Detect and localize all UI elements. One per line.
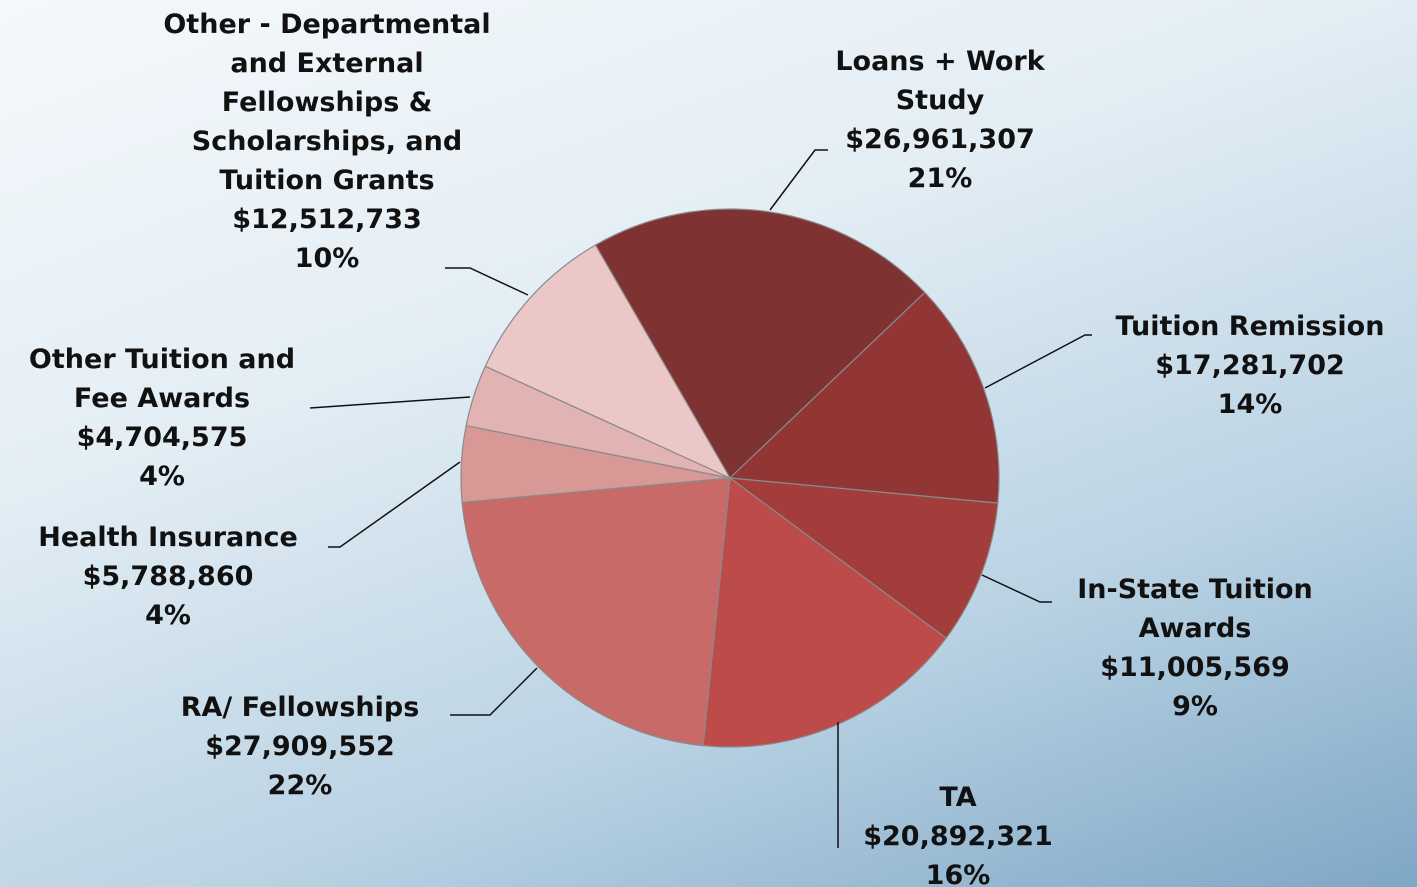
share-label: 10% (294, 243, 360, 274)
leader-line (981, 574, 1052, 603)
share-label: 9% (1172, 691, 1218, 722)
share-label: 4% (145, 600, 191, 631)
value-label: $11,005,569 (1100, 652, 1290, 683)
category-label: RA/ Fellowships (180, 692, 420, 723)
leader-line (328, 461, 461, 548)
pie-slice (484, 244, 732, 480)
slice-label: RA/ Fellowships $27,909,552 22% (140, 688, 460, 805)
share-label: 4% (139, 461, 185, 492)
category-label: In-State Tuition Awards (1077, 574, 1313, 644)
value-label: $5,788,860 (82, 561, 254, 592)
share-label: 21% (907, 163, 973, 194)
leader-line (984, 334, 1092, 389)
pie-slice (461, 477, 731, 747)
leader-line (445, 267, 529, 296)
slice-label: TA $20,892,321 16% (828, 778, 1088, 887)
value-label: $20,892,321 (863, 821, 1053, 852)
share-label: 16% (925, 860, 991, 887)
value-label: $12,512,733 (232, 204, 422, 235)
share-label: 14% (1217, 389, 1283, 420)
category-label: Other - Departmental and External Fellow… (163, 9, 491, 196)
value-label: $27,909,552 (205, 731, 395, 762)
value-label: $26,961,307 (845, 124, 1035, 155)
slice-label: Other - Departmental and External Fellow… (157, 5, 497, 278)
leader-line (769, 149, 828, 211)
leader-line (450, 667, 538, 716)
share-label: 22% (267, 770, 333, 801)
category-label: Tuition Remission (1115, 311, 1385, 342)
slice-label: In-State Tuition Awards $11,005,569 9% (1040, 570, 1350, 726)
slice-label: Other Tuition and Fee Awards $4,704,575 4% (12, 340, 312, 496)
slice-label: Tuition Remission $17,281,702 14% (1080, 307, 1417, 424)
pie-slice (702, 476, 947, 748)
category-label: Health Insurance (38, 522, 298, 553)
pie-slice (727, 477, 999, 639)
pie-slice (594, 208, 926, 479)
category-label: Other Tuition and Fee Awards (28, 344, 296, 414)
slice-label: Health Insurance $5,788,860 4% (3, 518, 333, 635)
pie-slice (728, 291, 1000, 504)
value-label: $4,704,575 (76, 422, 248, 453)
leader-line (309, 396, 471, 409)
category-label: TA (939, 782, 977, 813)
value-label: $17,281,702 (1155, 350, 1345, 381)
slice-label: Loans + Work Study $26,961,307 21% (800, 42, 1080, 198)
category-label: Loans + Work Study (835, 46, 1045, 116)
